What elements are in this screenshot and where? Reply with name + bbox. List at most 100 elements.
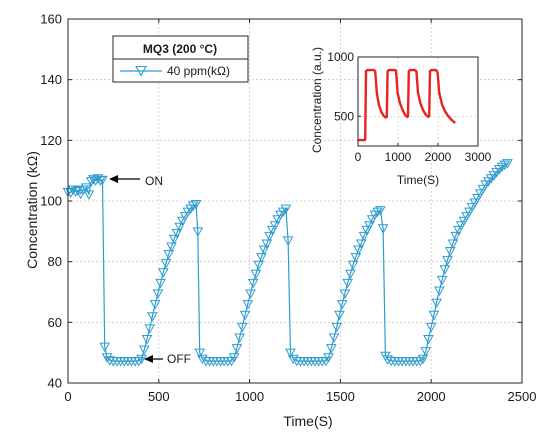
main-data-point: [147, 312, 158, 322]
annotations: ON OFF: [109, 174, 191, 366]
main-x-tick-label: 0: [64, 389, 71, 404]
main-data-point: [157, 268, 169, 278]
main-data-point: [190, 200, 202, 210]
main-data-point: [353, 245, 364, 256]
main-data-point: [331, 322, 343, 333]
main-data-point: [382, 355, 393, 365]
main-data-point: [425, 322, 437, 333]
main-data-point: [236, 322, 248, 333]
inset-series: [358, 68, 456, 142]
main-data-point: [197, 354, 208, 365]
main-x-tick-label: 500: [148, 389, 170, 404]
main-data-point: [453, 225, 464, 236]
main-data-point: [242, 300, 254, 310]
main-data-point: [152, 289, 164, 300]
main-data-point: [355, 239, 367, 249]
main-data-point: [166, 242, 177, 253]
main-data-point: [361, 225, 373, 236]
inset-y-tick-label: 1000: [327, 50, 354, 64]
main-data-point: [339, 289, 351, 300]
main-data-point: [272, 215, 284, 225]
main-data-point: [431, 298, 443, 309]
main-data-point: [179, 212, 191, 222]
main-data-point: [347, 260, 359, 271]
main-data-point: [372, 207, 383, 218]
main-data-point: [455, 221, 467, 231]
main-data-point: [269, 221, 281, 231]
main-data-point: [377, 224, 389, 234]
inset-y-tick-label: 500: [334, 109, 354, 123]
main-data-point: [92, 174, 104, 184]
main-data-point: [171, 228, 183, 239]
main-y-tick-label: 120: [40, 133, 62, 148]
main-data-point: [444, 247, 456, 257]
main-data-point: [436, 275, 448, 286]
main-y-tick-label: 100: [40, 194, 62, 209]
annotation-on-arrowhead: [109, 175, 118, 183]
inset-series-line: [358, 68, 456, 142]
main-data-point: [245, 289, 256, 300]
legend-title: MQ3 (200 °C): [143, 42, 217, 56]
main-data-point: [328, 333, 340, 344]
main-data-point: [155, 278, 166, 289]
main-data-point: [461, 212, 472, 222]
inset-x-axis-title: Time(S): [397, 173, 439, 187]
main-data-point: [228, 353, 240, 363]
main-data-point: [239, 310, 251, 321]
main-data-point: [285, 348, 296, 359]
annotation-off-arrowhead: [144, 355, 153, 363]
inset-x-tick-label: 0: [355, 150, 362, 164]
main-data-point: [253, 260, 265, 271]
main-ticks: 0 500 1000 1500 2000 2500 40 60 80 100 120 140 160: [40, 12, 536, 405]
main-data-point: [194, 348, 206, 359]
main-data-point: [104, 356, 116, 366]
inset-x-tick-label: 3000: [465, 150, 492, 164]
main-data-point: [502, 159, 513, 169]
main-data-point: [163, 250, 175, 260]
main-data-point: [287, 354, 299, 365]
main-data-point: [350, 253, 362, 263]
main-data-point: [78, 185, 89, 195]
main-data-point: [434, 286, 445, 297]
main-data-point: [447, 239, 459, 249]
legend-series-label: 40 ppm(kΩ): [167, 64, 230, 78]
main-data-point: [439, 265, 451, 275]
main-data-point: [264, 231, 275, 242]
main-data-point: [499, 160, 511, 171]
main-x-tick-label: 1000: [235, 389, 264, 404]
main-data-point: [70, 187, 81, 197]
main-data-point: [192, 227, 204, 237]
main-data-point: [469, 198, 481, 209]
main-data-point: [174, 222, 186, 233]
main-data-point: [472, 193, 483, 204]
main-data-point: [417, 354, 429, 365]
main-data-point: [261, 239, 273, 249]
main-y-tick-label: 80: [48, 254, 62, 269]
main-y-tick-label: 140: [40, 72, 62, 87]
main-data-point: [160, 259, 172, 269]
legend-triangle-marker: [135, 65, 147, 77]
main-data-point: [336, 300, 348, 310]
main-data-point: [231, 344, 243, 354]
main-data-point: [463, 207, 475, 218]
main-data-point: [450, 231, 462, 242]
main-data-point: [149, 300, 161, 310]
main-data-point: [420, 347, 432, 357]
main-series: [62, 159, 513, 367]
main-data-point: [80, 183, 92, 193]
main-data-point: [99, 342, 111, 353]
x-axis-title: Time(S): [283, 413, 332, 429]
annotation-on-label: ON: [145, 174, 163, 188]
main-data-point: [345, 269, 356, 280]
main-axes: [67, 18, 523, 384]
main-data-point: [282, 236, 294, 246]
main-data-point: [177, 216, 188, 227]
main-x-tick-label: 1500: [326, 389, 355, 404]
main-data-point: [168, 234, 180, 245]
inset-y-axis-title: Concentration (a.u.): [310, 47, 324, 153]
main-y-tick-label: 60: [48, 315, 62, 330]
main-data-point: [250, 269, 262, 280]
main-data-point: [428, 310, 440, 321]
